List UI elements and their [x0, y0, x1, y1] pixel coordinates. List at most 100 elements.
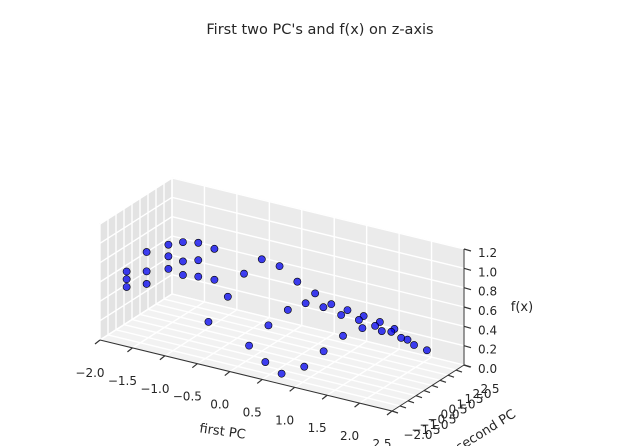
z-tick: [463, 364, 472, 368]
data-point: [122, 283, 131, 291]
data-point: [343, 306, 352, 314]
data-point: [261, 358, 270, 366]
data-point: [371, 321, 380, 330]
data-point: [179, 271, 187, 279]
x-tick-label: 0.0: [210, 398, 229, 412]
z-tick-label: 0.6: [478, 304, 497, 318]
z-gridline: [99, 273, 465, 347]
data-point: [210, 244, 219, 253]
x-tick: [289, 386, 296, 392]
x-tick: [159, 355, 166, 361]
data-point: [355, 316, 363, 324]
y-tick: [415, 395, 423, 399]
data-point: [204, 317, 213, 326]
z-gridline: [99, 235, 465, 308]
x-tick: [127, 347, 133, 353]
y-tick-label: −1.5: [411, 423, 440, 437]
data-point: [327, 300, 336, 309]
x-tick: [321, 394, 328, 400]
y-tick-label: −2.0: [403, 428, 432, 442]
data-point: [223, 292, 232, 301]
z-tick-label: 1.2: [478, 246, 497, 260]
z-tick-label: 0.0: [478, 362, 497, 376]
x-axis-label: first PC: [198, 421, 246, 442]
y-tick: [431, 384, 439, 389]
data-point: [142, 280, 151, 288]
data-point: [179, 257, 187, 266]
data-point: [142, 248, 151, 256]
data-point: [194, 256, 203, 265]
x-axis-line: [99, 339, 393, 412]
y-tick: [447, 374, 455, 378]
y-tick-label: 1.5: [464, 392, 483, 406]
data-point: [164, 264, 173, 273]
data-point: [264, 321, 273, 330]
data-point: [377, 327, 386, 335]
data-point: [387, 327, 396, 336]
z-tick-label: 0.2: [478, 343, 497, 357]
data-point: [257, 255, 266, 264]
x-tick-label: 1.5: [308, 421, 327, 435]
data-point: [277, 369, 286, 378]
data-point: [122, 267, 131, 276]
data-point: [240, 269, 248, 278]
y-tick: [399, 405, 407, 409]
x-tick-label: −1.0: [140, 382, 169, 396]
data-point: [164, 252, 173, 261]
data-point: [423, 346, 431, 355]
y-tick: [439, 379, 447, 383]
data-point: [300, 362, 309, 371]
y-tick-label: 2.0: [472, 387, 491, 401]
x-tick: [94, 339, 101, 345]
z-tick: [463, 325, 472, 329]
data-point: [194, 272, 203, 281]
z-gridline: [99, 196, 465, 270]
data-point: [311, 289, 320, 298]
data-point: [179, 238, 187, 246]
data-point: [142, 267, 151, 276]
x-tick: [224, 371, 231, 377]
data-point: [245, 341, 253, 350]
z-gridline: [99, 215, 465, 289]
z-tick: [463, 267, 472, 271]
data-point: [358, 324, 367, 333]
y-tick: [391, 410, 399, 414]
data-point: [164, 240, 173, 249]
data-point: [301, 299, 310, 308]
x-tick-label: 1.0: [275, 413, 294, 427]
z-gridline: [99, 177, 465, 250]
x-tick: [386, 410, 393, 416]
data-point: [319, 303, 328, 312]
x-tick: [191, 363, 198, 369]
z-gridline: [99, 293, 465, 366]
x-tick-label: 0.5: [243, 405, 262, 419]
z-tick: [463, 287, 472, 291]
data-point: [194, 238, 203, 247]
y-tick: [423, 389, 431, 394]
z-axis-label: f(x): [511, 300, 533, 315]
x-tick: [354, 402, 360, 408]
x-tick-label: 2.5: [372, 437, 391, 446]
x-tick: [256, 378, 263, 384]
z-tick: [463, 345, 472, 349]
y-tick-label: 0.5: [448, 402, 467, 416]
x-tick-label: −1.5: [108, 374, 137, 388]
y-tick-label: 2.5: [480, 382, 499, 396]
data-point: [210, 275, 219, 284]
x-tick-label: −0.5: [173, 390, 202, 404]
x-tick-label: −2.0: [75, 366, 104, 380]
data-point: [339, 331, 347, 340]
z-tick: [463, 248, 472, 252]
data-point: [283, 306, 292, 314]
data-point: [397, 333, 406, 342]
z-tick: [463, 306, 472, 310]
y-tick-label: 0.0: [440, 408, 459, 422]
y-tick-label: −0.5: [427, 413, 456, 427]
z-tick-label: 0.8: [478, 285, 497, 299]
x-tick-label: 2.0: [340, 429, 359, 443]
z-tick-label: 1.0: [478, 265, 497, 279]
data-point: [293, 277, 302, 286]
y-axis-line: [391, 364, 465, 412]
data-point: [275, 262, 284, 271]
